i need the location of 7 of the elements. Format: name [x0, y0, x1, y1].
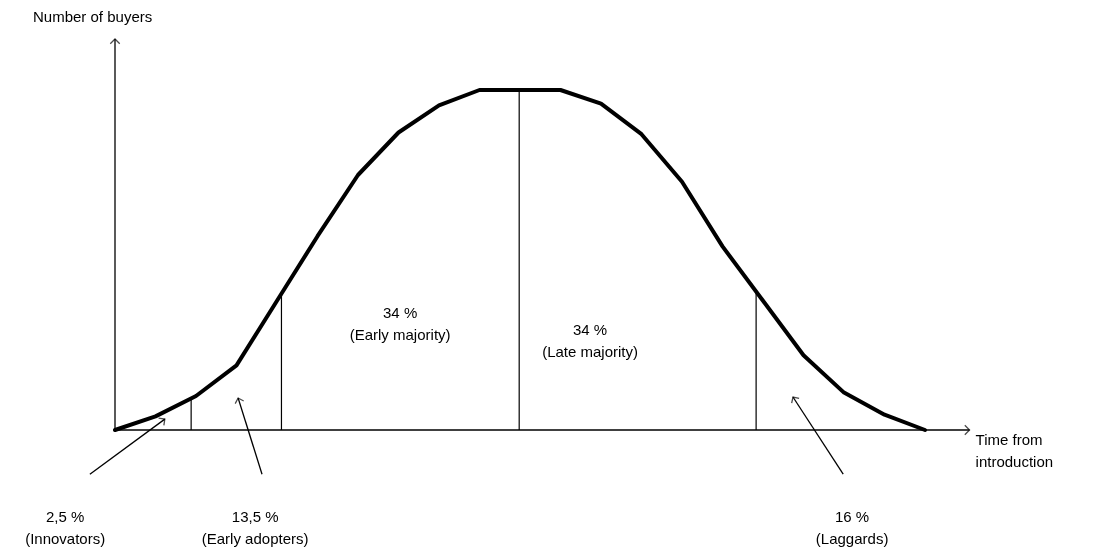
x-axis-title: Time from introduction [975, 431, 1054, 470]
text: 13,5 % (Early adopters) [201, 507, 309, 547]
text: 16 % (Laggards) [815, 507, 889, 547]
annotation: 34 % (Late majority) [542, 321, 638, 361]
text: 2,5 % (Innovators) [25, 507, 106, 547]
annotation: 34 % (Early majority) [349, 304, 451, 344]
y-axis-title: Number of buyers [33, 8, 153, 25]
